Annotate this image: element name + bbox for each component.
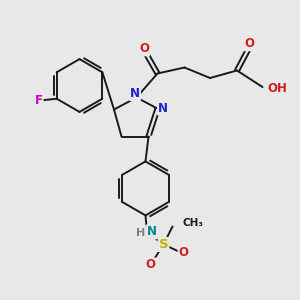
Text: N: N [146,225,157,239]
Text: O: O [178,246,189,259]
Text: OH: OH [267,82,287,95]
Text: O: O [146,258,156,272]
Text: O: O [244,37,255,50]
Text: O: O [139,42,149,56]
Text: S: S [159,238,168,251]
Text: N: N [130,87,140,100]
Text: CH₃: CH₃ [182,218,203,229]
Text: F: F [34,94,43,107]
Text: N: N [158,101,168,115]
Text: H: H [136,227,146,238]
